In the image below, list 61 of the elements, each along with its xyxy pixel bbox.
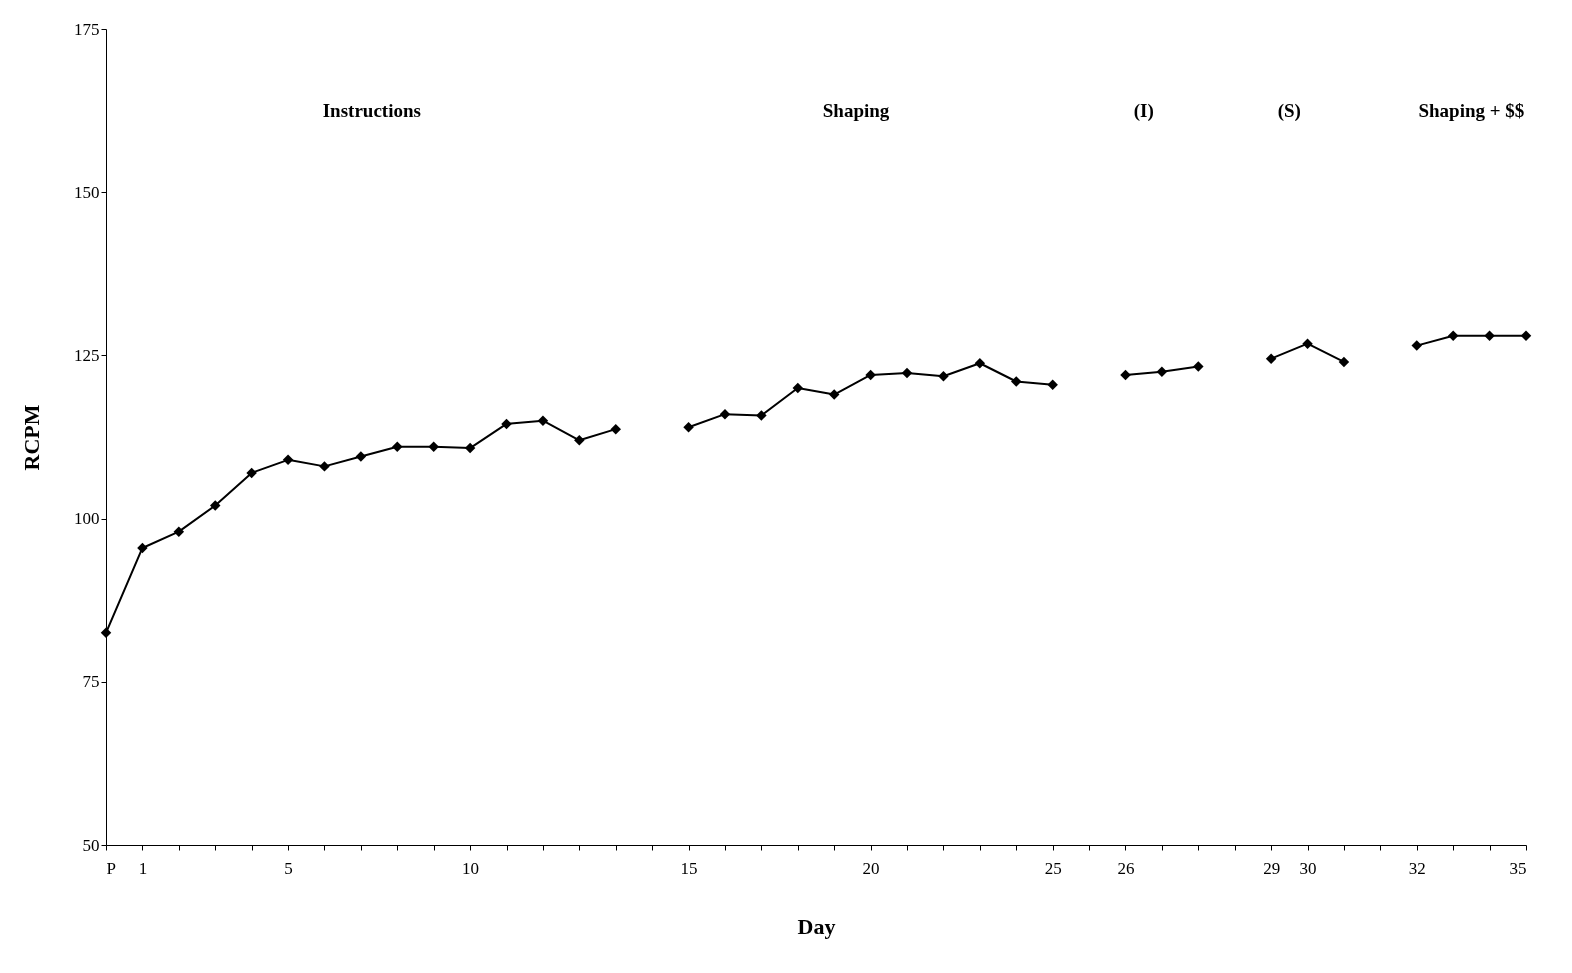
y-tick-label: 175 bbox=[74, 19, 100, 39]
x-tick-label: 35 bbox=[1509, 858, 1527, 878]
x-tick-label: 26 bbox=[1117, 858, 1135, 878]
point bbox=[1484, 330, 1495, 342]
point bbox=[537, 415, 549, 426]
point bbox=[974, 357, 986, 369]
point bbox=[1011, 376, 1022, 387]
y-tick-label: 100 bbox=[74, 509, 100, 529]
point bbox=[173, 526, 185, 537]
point bbox=[901, 367, 913, 379]
point bbox=[100, 627, 112, 639]
point bbox=[1265, 353, 1277, 364]
point bbox=[464, 442, 476, 454]
annotation: Instructions bbox=[322, 99, 421, 121]
point bbox=[865, 369, 876, 381]
y-tick-label: 125 bbox=[74, 345, 100, 365]
point bbox=[392, 441, 403, 453]
y-tick-label: 150 bbox=[74, 182, 100, 202]
x-tick-label: 30 bbox=[1299, 858, 1317, 878]
point bbox=[137, 542, 148, 554]
annotation: Shaping + $$ bbox=[1418, 99, 1525, 121]
point bbox=[792, 382, 804, 394]
y-tick-label: 50 bbox=[82, 835, 100, 855]
point bbox=[501, 418, 512, 430]
x-tick-label: 29 bbox=[1263, 858, 1281, 878]
point bbox=[1411, 340, 1423, 351]
point bbox=[1193, 361, 1204, 372]
point bbox=[428, 441, 439, 453]
point bbox=[282, 454, 294, 466]
annotation: (I) bbox=[1133, 99, 1154, 122]
y-axis-title: RCPM bbox=[19, 404, 44, 471]
point bbox=[1447, 330, 1459, 342]
point bbox=[355, 451, 367, 462]
point bbox=[319, 461, 330, 472]
point bbox=[1338, 356, 1350, 368]
point bbox=[938, 371, 949, 382]
point bbox=[756, 410, 767, 421]
x-axis-title: Day bbox=[797, 913, 836, 939]
x-tick-label: 20 bbox=[862, 858, 880, 878]
x-tick-label: 32 bbox=[1408, 858, 1426, 878]
x-tick-label: 1 bbox=[138, 858, 148, 878]
x-tick-label: 10 bbox=[462, 858, 480, 878]
annotation: (S) bbox=[1277, 99, 1301, 122]
point bbox=[1047, 379, 1058, 391]
x-tick-label: 5 bbox=[284, 858, 293, 878]
point bbox=[683, 421, 694, 433]
annotation: Shaping bbox=[822, 99, 890, 121]
point bbox=[610, 423, 621, 435]
point bbox=[246, 467, 257, 479]
x-tick-label: 25 bbox=[1044, 858, 1062, 878]
point bbox=[209, 500, 221, 511]
point bbox=[1156, 366, 1168, 377]
point bbox=[1302, 338, 1313, 349]
point bbox=[1520, 330, 1532, 342]
point bbox=[1120, 369, 1131, 381]
point bbox=[574, 435, 585, 446]
x-tick-label: 15 bbox=[680, 858, 698, 878]
point bbox=[719, 408, 731, 420]
y-tick-label: 75 bbox=[82, 672, 100, 692]
x-tick-label: P bbox=[106, 858, 116, 878]
point bbox=[828, 389, 840, 400]
